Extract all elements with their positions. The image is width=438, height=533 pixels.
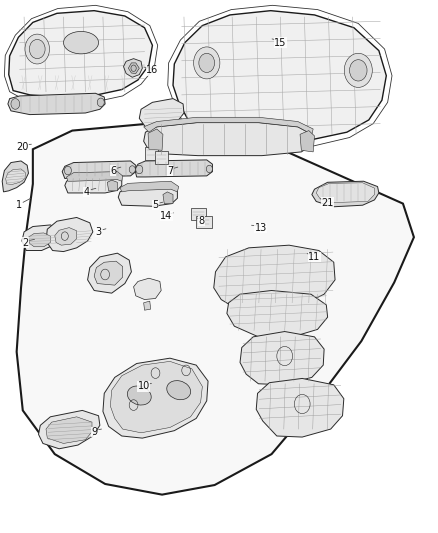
Circle shape <box>29 39 45 59</box>
Polygon shape <box>316 183 374 203</box>
Polygon shape <box>2 161 28 192</box>
Polygon shape <box>163 192 173 204</box>
Polygon shape <box>65 175 122 193</box>
Polygon shape <box>39 410 100 449</box>
Polygon shape <box>67 172 123 181</box>
Polygon shape <box>22 225 60 251</box>
Polygon shape <box>144 117 313 134</box>
Text: 10: 10 <box>138 382 150 391</box>
Text: 9: 9 <box>91 427 97 437</box>
Text: 1: 1 <box>16 200 22 210</box>
Polygon shape <box>128 63 139 74</box>
Ellipse shape <box>167 381 191 400</box>
Polygon shape <box>155 151 168 164</box>
Polygon shape <box>144 301 151 310</box>
Text: 3: 3 <box>95 227 102 237</box>
Text: 4: 4 <box>84 187 90 197</box>
Circle shape <box>199 53 215 72</box>
Polygon shape <box>120 181 179 192</box>
Polygon shape <box>118 185 177 206</box>
Polygon shape <box>144 123 312 156</box>
Polygon shape <box>62 161 136 179</box>
Circle shape <box>11 99 20 109</box>
Text: 6: 6 <box>110 166 116 175</box>
Text: 13: 13 <box>254 223 267 233</box>
Polygon shape <box>46 417 92 443</box>
Polygon shape <box>227 290 328 337</box>
Circle shape <box>64 166 71 175</box>
Polygon shape <box>134 278 161 300</box>
Polygon shape <box>55 228 77 245</box>
Polygon shape <box>196 216 212 228</box>
Ellipse shape <box>127 386 151 405</box>
Text: 7: 7 <box>167 166 173 175</box>
Polygon shape <box>6 169 25 184</box>
Text: 2: 2 <box>22 238 28 247</box>
Polygon shape <box>145 147 158 160</box>
Polygon shape <box>300 131 314 152</box>
Text: 20: 20 <box>17 142 29 151</box>
Text: 14: 14 <box>160 211 173 221</box>
Text: 15: 15 <box>274 38 286 47</box>
Circle shape <box>136 165 143 174</box>
Polygon shape <box>103 358 208 438</box>
Polygon shape <box>110 361 202 433</box>
Polygon shape <box>107 180 117 191</box>
Text: 16: 16 <box>146 66 159 75</box>
Polygon shape <box>256 378 344 437</box>
Text: 5: 5 <box>152 200 159 210</box>
Polygon shape <box>88 253 131 293</box>
Polygon shape <box>173 11 386 141</box>
Polygon shape <box>28 233 50 247</box>
Circle shape <box>129 166 135 173</box>
Polygon shape <box>46 217 93 252</box>
Circle shape <box>194 47 220 79</box>
Polygon shape <box>94 261 123 285</box>
Polygon shape <box>148 129 163 150</box>
Polygon shape <box>124 59 142 77</box>
Polygon shape <box>214 245 335 312</box>
Polygon shape <box>312 181 379 207</box>
Circle shape <box>25 34 49 64</box>
Polygon shape <box>17 124 414 495</box>
Circle shape <box>97 98 104 107</box>
Text: 21: 21 <box>321 198 334 207</box>
Polygon shape <box>139 99 184 129</box>
Text: 8: 8 <box>198 216 205 226</box>
Polygon shape <box>8 93 105 115</box>
Polygon shape <box>9 11 152 97</box>
Ellipse shape <box>64 31 99 54</box>
Polygon shape <box>240 332 324 385</box>
Text: 11: 11 <box>308 252 321 262</box>
Circle shape <box>206 165 212 173</box>
Polygon shape <box>191 208 206 220</box>
Polygon shape <box>135 160 212 177</box>
Circle shape <box>344 53 372 87</box>
Circle shape <box>350 60 367 81</box>
